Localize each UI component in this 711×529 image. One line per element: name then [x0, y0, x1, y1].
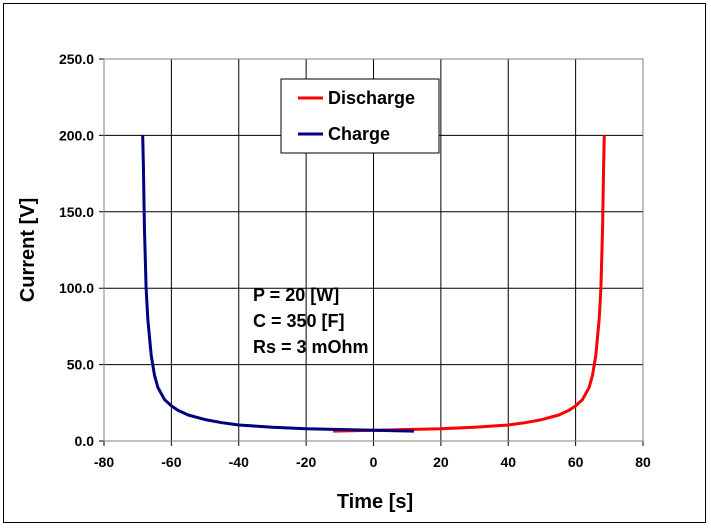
legend-label-charge: Charge	[328, 124, 390, 144]
annotation-capacitance: C = 350 [F]	[253, 311, 345, 331]
chart-svg: -80 -60 -40 -20 0 20 40 60 80 0.0 50.0 100.0 150.0 20…	[17, 51, 651, 513]
y-tick-label: 50.0	[67, 357, 94, 373]
annotation-power: P = 20 [W]	[253, 285, 339, 305]
series-line-discharge	[333, 135, 606, 433]
x-tick-label: -60	[161, 454, 181, 470]
x-axis-label: Time [s]	[337, 491, 413, 513]
x-tick-label: 40	[500, 454, 516, 470]
plot-area-border	[103, 58, 644, 442]
x-tick-label: 60	[568, 454, 584, 470]
y-tick-label: 200.0	[59, 127, 94, 143]
y-tick-label: 250.0	[59, 51, 94, 67]
x-tick-label: 20	[433, 454, 449, 470]
x-tick-label: 0	[370, 454, 378, 470]
series-line-charge	[141, 135, 414, 433]
annotations: P = 20 [W] C = 350 [F] Rs = 3 mOhm	[253, 285, 369, 357]
legend: Discharge Charge	[280, 78, 440, 154]
tick-layer: -80 -60 -40 -20 0 20 40 60 80 0.0 50.0 100.0 150.0 20…	[59, 51, 651, 470]
series-layer	[141, 135, 606, 433]
x-tick-label: -40	[229, 454, 249, 470]
y-tick-label: 0.0	[75, 433, 95, 449]
x-tick-label: -20	[296, 454, 316, 470]
x-tick-label: 80	[635, 454, 651, 470]
x-tick-label: -80	[94, 454, 114, 470]
y-tick-label: 150.0	[59, 204, 94, 220]
y-axis-label: Current [V]	[17, 198, 39, 302]
y-tick-label: 100.0	[59, 280, 94, 296]
annotation-resistance: Rs = 3 mOhm	[253, 337, 369, 357]
chart-frame: -80 -60 -40 -20 0 20 40 60 80 0.0 50.0 100.0 150.0 20…	[3, 3, 706, 523]
legend-box	[280, 78, 440, 154]
legend-label-discharge: Discharge	[328, 88, 415, 108]
